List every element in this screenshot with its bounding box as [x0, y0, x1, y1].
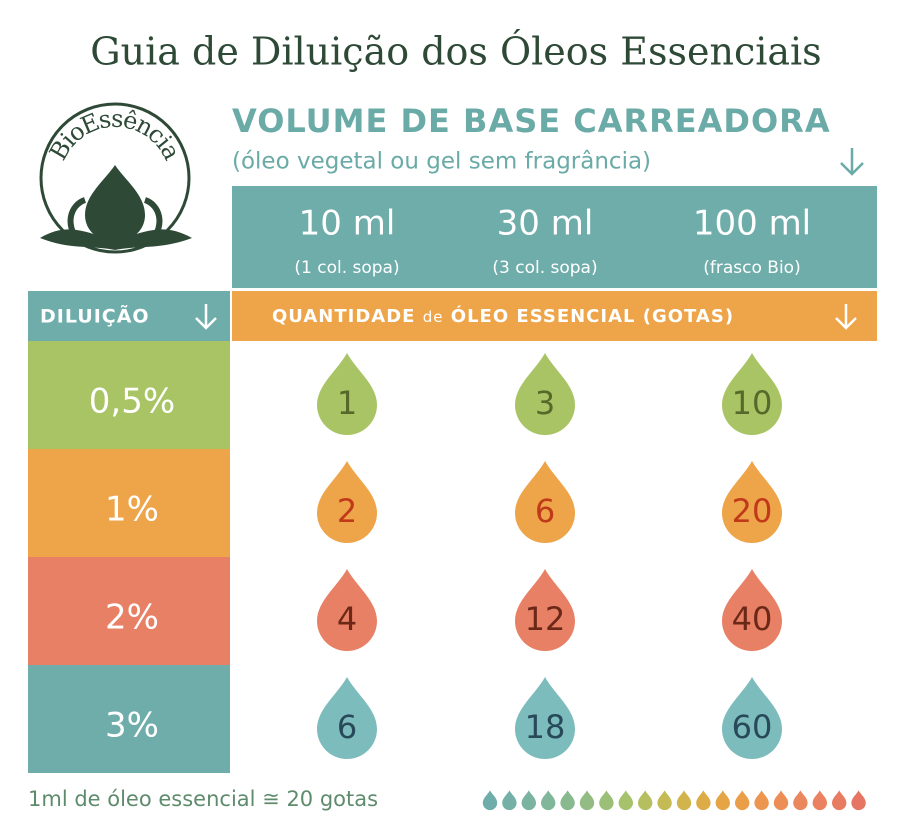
footer-drop: [851, 790, 866, 811]
footer-drop: [832, 790, 847, 811]
footer-drop: [657, 790, 672, 811]
drop-count: 12: [525, 600, 566, 638]
drop: [317, 677, 377, 759]
dilution-header-bg: [28, 291, 230, 341]
drop: [722, 461, 782, 543]
footer-drop: [521, 790, 536, 811]
drop-count: 4: [337, 600, 357, 638]
logo-petals: [67, 197, 163, 242]
footer: 1ml de óleo essencial ≅ 20 gotas: [28, 787, 378, 811]
drop-count: 1: [337, 384, 357, 422]
footer-drop: [754, 790, 769, 811]
title: Guia de Diluição dos Óleos Essenciais: [90, 30, 821, 74]
drop-count: 60: [732, 708, 773, 746]
drop: [515, 353, 575, 435]
logo-flower: [85, 165, 145, 242]
footer-drop: [696, 790, 711, 811]
dilution-cell: [28, 665, 230, 773]
drop: [515, 569, 575, 651]
drop-count: 10: [732, 384, 773, 422]
footer-drop: [793, 790, 808, 811]
quantity-header-part: QUANTIDADE: [272, 306, 415, 327]
drop-count: 6: [337, 708, 357, 746]
quantity-header: QUANTIDADE de ÓLEO ESSENCIAL (GOTAS): [272, 305, 734, 327]
dilution-cell: [28, 341, 230, 449]
arrow-icon: [840, 148, 864, 176]
drop-count: 2: [337, 492, 357, 530]
footer-drop: [735, 790, 750, 811]
drop-count: 40: [732, 600, 773, 638]
footer-drop: [579, 790, 595, 811]
column-note: (3 col. sopa): [492, 258, 597, 278]
dilution-label: 2%: [105, 598, 159, 638]
footer-drop: [812, 790, 827, 811]
drop: [317, 353, 377, 435]
drop: [317, 461, 377, 543]
arrow-icon: [835, 304, 857, 330]
footer-drop: [502, 790, 517, 811]
footer-drop: [541, 790, 556, 811]
column-volume: 100 ml: [693, 204, 811, 244]
column-note: (1 col. sopa): [294, 258, 399, 278]
quantity-header-part: de: [423, 308, 444, 326]
drop: [515, 461, 575, 543]
header-subtitle: (óleo vegetal ou gel sem fragrância): [232, 149, 651, 175]
dilution-header: DILUIÇÃO: [40, 304, 150, 328]
drop: [722, 677, 782, 759]
dilution-cell: [28, 449, 230, 557]
logo-ring: [39, 102, 191, 254]
quantity-header-bg: [232, 291, 877, 341]
footer-drop: [773, 790, 789, 811]
header-title: VOLUME DE BASE CARREADORA: [232, 102, 831, 140]
footer-drop: [715, 790, 730, 811]
dilution-cell: [28, 557, 230, 665]
footer-drop: [638, 790, 653, 811]
arrow-icon: [195, 304, 217, 330]
column-volume: 30 ml: [497, 204, 594, 244]
drop-count: 3: [535, 384, 555, 422]
column-note: (frasco Bio): [703, 258, 800, 278]
quantity-header-part: ÓLEO ESSENCIAL (GOTAS): [451, 305, 734, 327]
volume-header: [232, 186, 877, 288]
drop-count: 20: [732, 492, 773, 530]
footer-drop: [482, 790, 498, 811]
footer-drop: [560, 790, 575, 811]
dilution-label: 3%: [105, 706, 159, 746]
footer-drop: [618, 790, 633, 811]
footer-drop: [676, 790, 692, 811]
drop-count: 6: [535, 492, 555, 530]
footer-drop: [599, 790, 614, 811]
dilution-label: 1%: [105, 490, 159, 530]
column-volume: 10 ml: [299, 204, 396, 244]
drop: [317, 569, 377, 651]
drop: [722, 353, 782, 435]
drop-count: 18: [525, 708, 566, 746]
dilution-label: 0,5%: [89, 382, 175, 422]
drop: [722, 569, 782, 651]
drop: [515, 677, 575, 759]
